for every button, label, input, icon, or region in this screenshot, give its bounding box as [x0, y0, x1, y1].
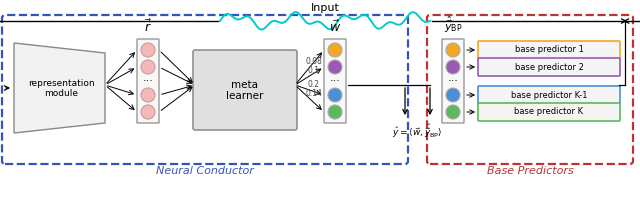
Text: base predictor K-1: base predictor K-1: [511, 90, 588, 100]
Circle shape: [328, 43, 342, 57]
Text: 0.14: 0.14: [305, 89, 322, 97]
Circle shape: [446, 105, 460, 119]
Text: ···: ···: [447, 76, 458, 86]
FancyBboxPatch shape: [478, 41, 620, 59]
Circle shape: [446, 88, 460, 102]
Text: $\hat{y} = \langle\vec{w}, \hat{\vec{y}}_{\mathrm{BP}}\rangle$: $\hat{y} = \langle\vec{w}, \hat{\vec{y}}…: [392, 122, 443, 140]
Text: Neural Conductor: Neural Conductor: [156, 166, 254, 176]
Text: base predictor 1: base predictor 1: [515, 46, 584, 54]
Text: Input: Input: [310, 3, 339, 13]
Circle shape: [328, 105, 342, 119]
FancyBboxPatch shape: [137, 39, 159, 123]
Text: meta: meta: [232, 80, 259, 90]
Circle shape: [446, 43, 460, 57]
Text: Base Predictors: Base Predictors: [486, 166, 573, 176]
FancyBboxPatch shape: [193, 50, 297, 130]
Circle shape: [141, 43, 155, 57]
Text: 0.08: 0.08: [305, 57, 322, 67]
FancyBboxPatch shape: [478, 86, 620, 104]
FancyBboxPatch shape: [478, 58, 620, 76]
Text: $\vec{w}$: $\vec{w}$: [329, 20, 341, 35]
Text: representation: representation: [28, 78, 95, 88]
Circle shape: [328, 88, 342, 102]
Polygon shape: [14, 43, 105, 133]
Text: base predictor K: base predictor K: [515, 108, 584, 116]
Circle shape: [446, 60, 460, 74]
Text: 0.2: 0.2: [307, 80, 319, 89]
Text: ···: ···: [330, 76, 340, 86]
Circle shape: [141, 60, 155, 74]
Text: base predictor 2: base predictor 2: [515, 63, 584, 71]
Circle shape: [328, 60, 342, 74]
Text: learner: learner: [227, 91, 264, 101]
FancyBboxPatch shape: [442, 39, 464, 123]
Circle shape: [141, 105, 155, 119]
Text: module: module: [45, 89, 79, 98]
Text: 0.1: 0.1: [307, 66, 319, 75]
Text: $\vec{r}$: $\vec{r}$: [144, 19, 152, 35]
Text: $\hat{\vec{y}}_{\mathrm{BP}}$: $\hat{\vec{y}}_{\mathrm{BP}}$: [444, 15, 462, 35]
Circle shape: [141, 88, 155, 102]
FancyBboxPatch shape: [478, 103, 620, 121]
FancyBboxPatch shape: [324, 39, 346, 123]
Text: ···: ···: [143, 76, 154, 86]
